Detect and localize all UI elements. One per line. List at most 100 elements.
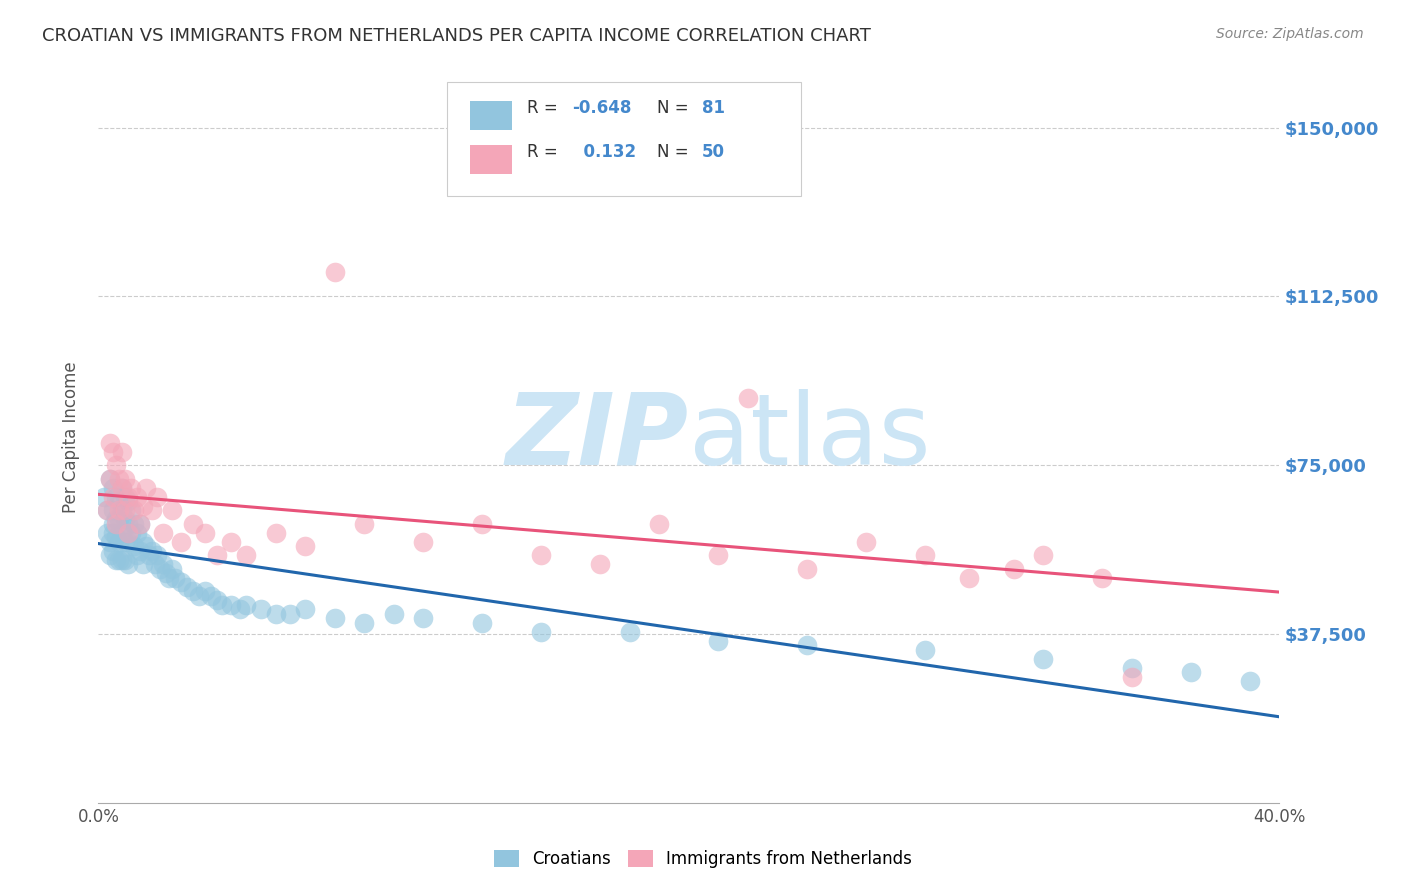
Point: [176, 580, 198, 594]
Point: [114, 472, 136, 486]
Point: [181, 584, 204, 599]
Point: [162, 503, 183, 517]
Point: [221, 534, 243, 549]
Point: [114, 534, 136, 549]
Text: 50: 50: [702, 143, 725, 161]
Point: [146, 490, 169, 504]
Point: [120, 481, 142, 495]
Point: [353, 615, 375, 630]
Point: [155, 566, 177, 581]
Point: [128, 543, 150, 558]
Point: [157, 571, 180, 585]
Point: [796, 562, 818, 576]
Point: [280, 607, 302, 621]
Point: [229, 602, 252, 616]
Point: [471, 615, 494, 630]
Point: [194, 584, 217, 599]
Point: [181, 516, 204, 531]
Point: [264, 607, 287, 621]
Point: [1121, 670, 1143, 684]
Point: [98, 472, 121, 486]
Point: [125, 548, 148, 562]
Point: [117, 558, 139, 572]
Point: [96, 503, 118, 517]
Text: CROATIAN VS IMMIGRANTS FROM NETHERLANDS PER CAPITA INCOME CORRELATION CHART: CROATIAN VS IMMIGRANTS FROM NETHERLANDS …: [42, 27, 872, 45]
Point: [294, 539, 316, 553]
Point: [93, 490, 115, 504]
Point: [250, 602, 273, 616]
Point: [117, 525, 139, 540]
Point: [117, 494, 139, 508]
Point: [122, 539, 145, 553]
Legend: Croatians, Immigrants from Netherlands: Croatians, Immigrants from Netherlands: [488, 843, 918, 875]
Point: [264, 525, 287, 540]
Point: [103, 503, 125, 517]
Point: [1239, 674, 1261, 689]
Point: [294, 602, 316, 616]
Point: [98, 534, 121, 549]
Point: [187, 589, 209, 603]
Point: [117, 534, 139, 549]
Point: [105, 516, 128, 531]
Point: [128, 516, 150, 531]
Point: [103, 516, 125, 531]
Point: [105, 553, 128, 567]
Point: [235, 598, 257, 612]
Point: [128, 516, 150, 531]
Point: [120, 503, 142, 517]
Point: [132, 558, 155, 572]
Point: [589, 558, 612, 572]
Point: [412, 534, 434, 549]
Point: [117, 516, 139, 531]
Point: [1032, 652, 1054, 666]
Point: [323, 265, 346, 279]
Point: [114, 553, 136, 567]
Point: [707, 633, 730, 648]
Point: [114, 503, 136, 517]
Point: [108, 553, 131, 567]
Point: [98, 472, 121, 486]
Y-axis label: Per Capita Income: Per Capita Income: [62, 361, 80, 513]
Point: [619, 624, 641, 639]
Point: [796, 638, 818, 652]
Point: [105, 490, 128, 504]
Point: [914, 548, 936, 562]
Point: [412, 611, 434, 625]
Point: [105, 458, 128, 473]
Point: [221, 598, 243, 612]
Point: [111, 444, 134, 458]
Point: [914, 642, 936, 657]
Point: [105, 530, 128, 544]
Text: R =: R =: [527, 99, 564, 117]
Point: [125, 490, 148, 504]
Point: [122, 503, 145, 517]
Point: [103, 543, 125, 558]
Point: [1180, 665, 1202, 680]
Point: [323, 611, 346, 625]
FancyBboxPatch shape: [447, 82, 801, 195]
Point: [135, 481, 157, 495]
Point: [855, 534, 877, 549]
Text: N =: N =: [657, 99, 695, 117]
Point: [114, 490, 136, 504]
Point: [530, 548, 553, 562]
Point: [111, 525, 134, 540]
Point: [471, 516, 494, 531]
Point: [165, 571, 187, 585]
Point: [122, 516, 145, 531]
Text: ZIP: ZIP: [506, 389, 689, 485]
Point: [108, 534, 131, 549]
Point: [353, 516, 375, 531]
Point: [120, 525, 142, 540]
FancyBboxPatch shape: [471, 101, 512, 130]
Point: [141, 543, 163, 558]
Text: Source: ZipAtlas.com: Source: ZipAtlas.com: [1216, 27, 1364, 41]
Point: [152, 558, 174, 572]
Point: [1032, 548, 1054, 562]
Point: [111, 481, 134, 495]
Point: [200, 589, 222, 603]
Point: [108, 503, 131, 517]
Point: [103, 525, 125, 540]
Point: [108, 494, 131, 508]
Point: [108, 472, 131, 486]
